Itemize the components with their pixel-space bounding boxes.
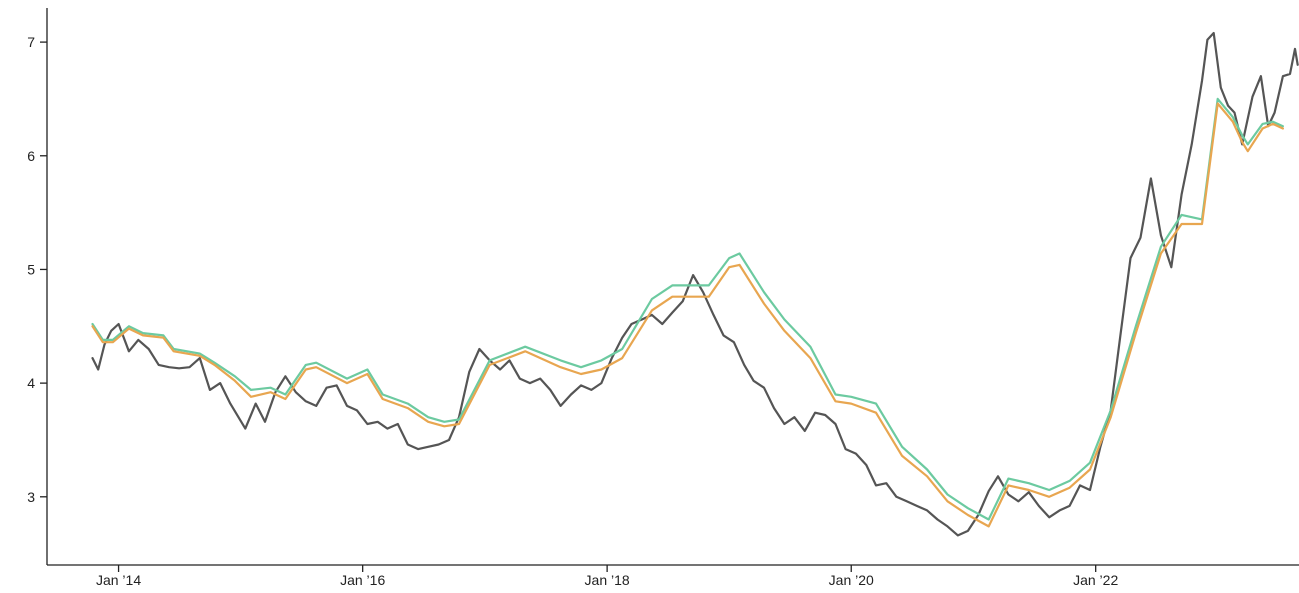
x-tick-label: Jan ’18 (585, 572, 630, 588)
series-layer (91, 31, 1299, 537)
y-tick-label: 5 (27, 261, 35, 277)
series-line-0 (91, 31, 1299, 537)
x-tick-label: Jan ’14 (96, 572, 141, 588)
x-tick-label: Jan ’22 (1073, 572, 1118, 588)
series-line-1 (91, 97, 1284, 521)
y-tick-label: 4 (27, 375, 35, 391)
x-axis-ticks: Jan ’14 Jan ’16 Jan ’18 Jan ’20 Jan ’22 (96, 565, 1118, 588)
y-tick-label: 7 (27, 34, 35, 50)
y-tick-label: 6 (27, 148, 35, 164)
series-line-2 (91, 102, 1284, 528)
x-tick-label: Jan ’16 (340, 572, 385, 588)
x-tick-label: Jan ’20 (829, 572, 874, 588)
y-axis-ticks: 3 4 5 6 7 (27, 34, 47, 505)
y-tick-label: 3 (27, 489, 35, 505)
